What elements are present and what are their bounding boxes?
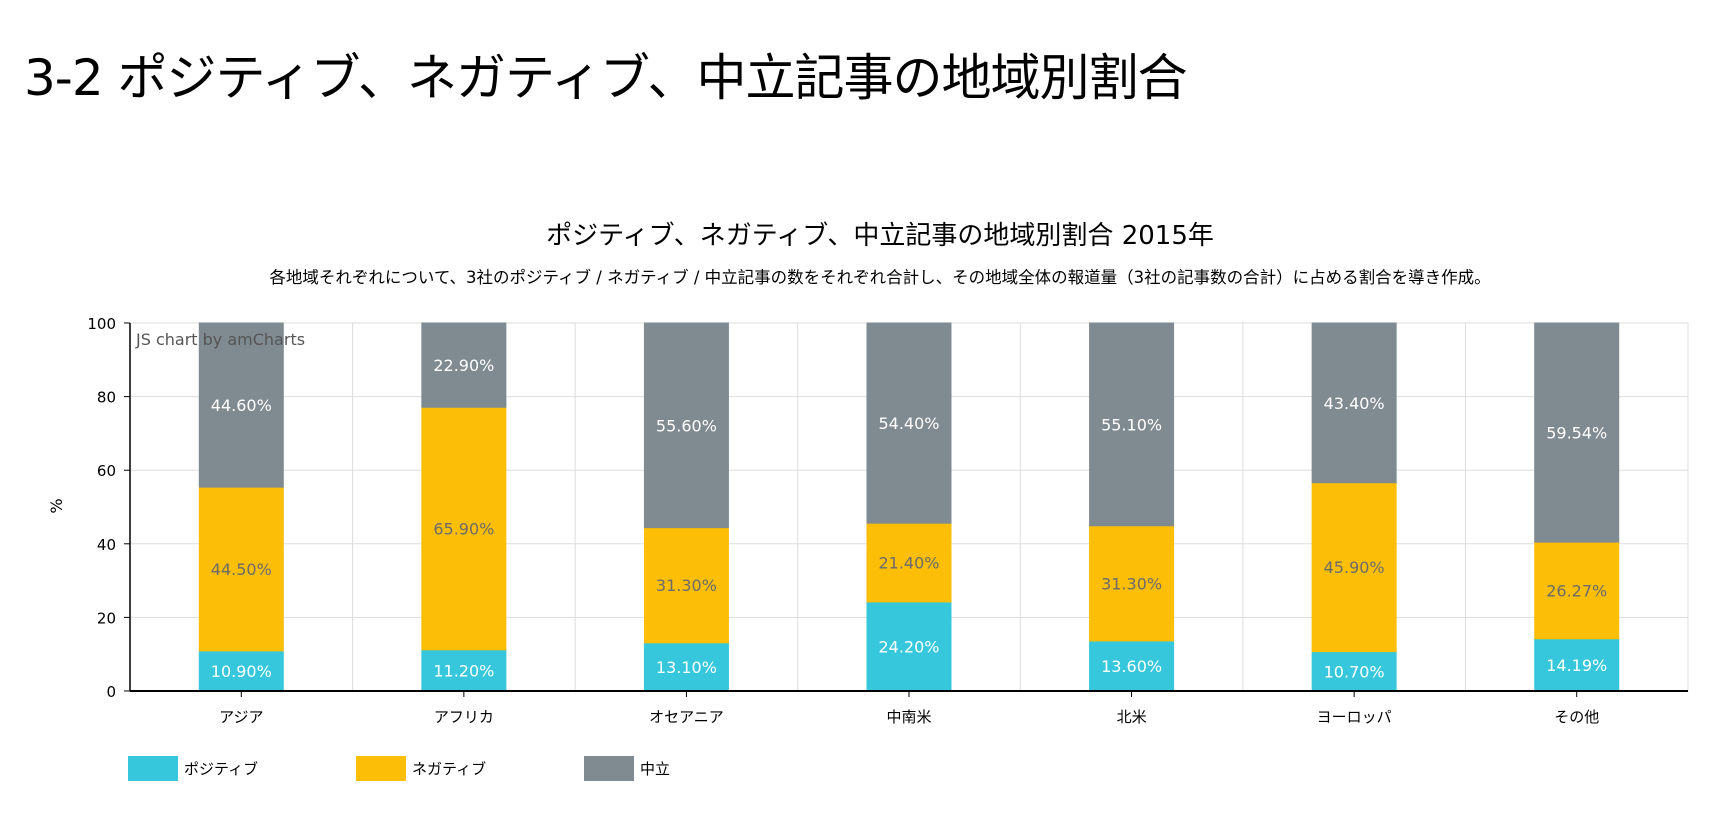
y-tick-label: 40 bbox=[97, 536, 116, 554]
legend: ポジティブ ネガティブ 中立 bbox=[128, 756, 670, 781]
x-tick-label: アジア bbox=[219, 708, 263, 726]
x-tick-label: アフリカ bbox=[434, 708, 494, 726]
data-label: 59.54% bbox=[1546, 424, 1607, 443]
y-tick-label: 80 bbox=[97, 389, 116, 407]
legend-swatch[interactable] bbox=[356, 756, 406, 781]
y-axis-label: % bbox=[47, 498, 66, 513]
bar-segment[interactable] bbox=[198, 322, 284, 488]
data-label: 14.19% bbox=[1546, 656, 1607, 675]
bar-segment[interactable] bbox=[1534, 322, 1620, 543]
x-tick-label: オセアニア bbox=[649, 708, 724, 726]
data-label: 44.50% bbox=[211, 560, 272, 579]
legend-swatch[interactable] bbox=[128, 756, 178, 781]
data-label: 44.60% bbox=[211, 396, 272, 415]
page-title: 3-2 ポジティブ、ネガティブ、中立記事の地域別割合 bbox=[24, 49, 1188, 107]
x-axis: アジア アフリカ オセアニア 中南米 北米 ヨーロッパ その他 bbox=[130, 690, 1688, 726]
bar-segment[interactable] bbox=[866, 322, 952, 524]
data-label: 10.70% bbox=[1324, 662, 1385, 681]
bar-segment[interactable] bbox=[1089, 322, 1175, 527]
bar-segment[interactable] bbox=[1311, 322, 1397, 484]
chart-subtitle: 各地域それぞれについて、3社のポジティブ / ネガティブ / 中立記事の数をそれ… bbox=[269, 267, 1490, 287]
data-label: 10.90% bbox=[211, 662, 272, 681]
bar-segment[interactable] bbox=[421, 322, 507, 408]
data-label: 13.10% bbox=[656, 658, 717, 677]
data-label: 55.60% bbox=[656, 416, 717, 435]
legend-label[interactable]: ネガティブ bbox=[412, 760, 486, 778]
legend-label[interactable]: 中立 bbox=[640, 760, 670, 778]
data-label: 31.30% bbox=[656, 576, 717, 595]
data-label: 24.20% bbox=[878, 637, 939, 656]
bar-segment[interactable] bbox=[643, 642, 729, 692]
x-tick-label: ヨーロッパ bbox=[1317, 708, 1392, 726]
data-label: 13.60% bbox=[1101, 657, 1162, 676]
x-tick-label: その他 bbox=[1554, 708, 1599, 726]
chart-bars: 10.90% 44.50% 44.60% 11.20% 65.90% 22.90% 13.1… bbox=[198, 322, 1620, 692]
data-label: 55.10% bbox=[1101, 415, 1162, 434]
y-tick-label: 0 bbox=[106, 683, 116, 701]
data-label: 31.30% bbox=[1101, 574, 1162, 593]
x-tick-label: 北米 bbox=[1117, 708, 1147, 726]
bar-segment[interactable] bbox=[1534, 541, 1620, 640]
data-label: 43.40% bbox=[1324, 394, 1385, 413]
y-tick-label: 100 bbox=[87, 315, 116, 333]
legend-swatch[interactable] bbox=[584, 756, 634, 781]
bar-segment[interactable] bbox=[1534, 638, 1620, 692]
y-tick-label: 20 bbox=[97, 609, 116, 627]
bar-segment[interactable] bbox=[1311, 651, 1397, 692]
data-label: 45.90% bbox=[1324, 558, 1385, 577]
x-tick-label: 中南米 bbox=[886, 708, 931, 726]
bar-segment[interactable] bbox=[1089, 525, 1175, 642]
data-label: 54.40% bbox=[878, 414, 939, 433]
legend-label[interactable]: ポジティブ bbox=[184, 760, 258, 778]
data-label: 22.90% bbox=[433, 356, 494, 375]
bar-segment[interactable] bbox=[866, 522, 952, 603]
data-label: 65.90% bbox=[433, 520, 494, 539]
data-label: 11.20% bbox=[433, 661, 494, 680]
bar-segment[interactable] bbox=[866, 601, 952, 692]
chart-title: ポジティブ、ネガティブ、中立記事の地域別割合 2015年 bbox=[546, 221, 1214, 251]
y-axis: 0 20 40 60 80 100 bbox=[87, 315, 131, 701]
bar-segment[interactable] bbox=[421, 406, 507, 651]
data-label: 21.40% bbox=[878, 554, 939, 573]
bar-segment[interactable] bbox=[1311, 482, 1397, 653]
watermark[interactable]: JS chart by amCharts bbox=[135, 330, 305, 349]
y-tick-label: 60 bbox=[97, 462, 116, 480]
data-label: 26.27% bbox=[1546, 581, 1607, 600]
bar-segment[interactable] bbox=[643, 322, 729, 529]
